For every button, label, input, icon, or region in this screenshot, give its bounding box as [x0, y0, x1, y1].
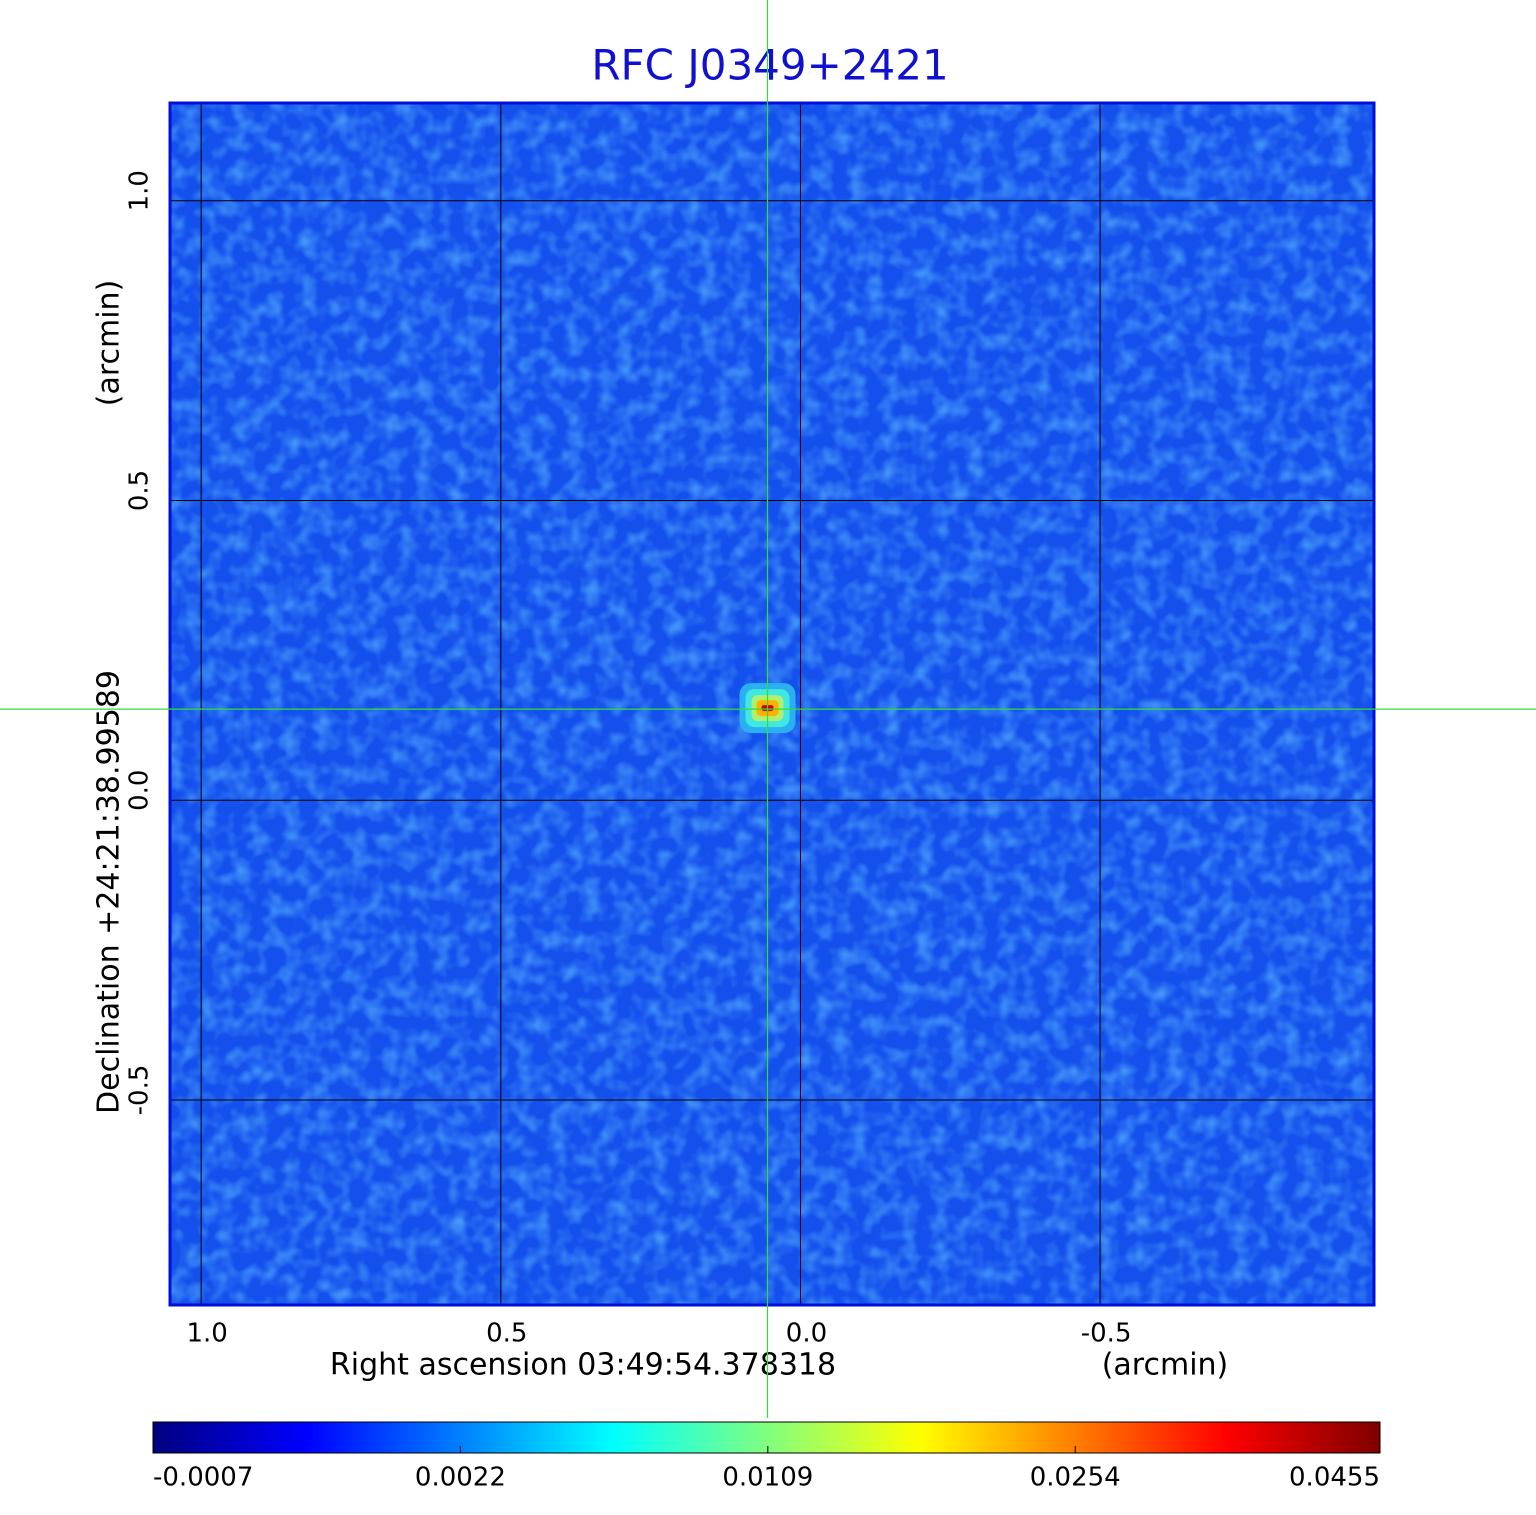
plot-frame: [168, 101, 1376, 1307]
colorbar-tick-label: 0.0022: [415, 1463, 506, 1493]
x-axis-label: Right ascension 03:49:54.378318: [330, 1348, 836, 1383]
y-axis-unit: (arcmin): [92, 280, 127, 407]
y-tick-label: -0.5: [125, 1065, 155, 1116]
y-tick-label: 0.0: [125, 770, 155, 811]
colorbar-tick-label: -0.0007: [153, 1463, 253, 1493]
colorbar-tick-label: 0.0455: [1289, 1463, 1380, 1493]
y-axis-label: Declination +24:21:38.99589: [92, 670, 127, 1114]
x-tick-label: 0.0: [786, 1319, 827, 1349]
x-tick-label: -0.5: [1081, 1319, 1132, 1349]
colorbar: [152, 1421, 1381, 1454]
colorbar-tick-label: 0.0109: [722, 1463, 813, 1493]
y-tick-label: 1.0: [125, 170, 155, 211]
x-tick-label: 0.5: [486, 1319, 527, 1349]
x-axis-unit: (arcmin): [1102, 1348, 1229, 1383]
colorbar-tick-label: 0.0254: [1030, 1463, 1121, 1493]
chart-title: RFC J0349+2421: [591, 41, 948, 90]
y-tick-label: 0.5: [125, 470, 155, 511]
x-tick-label: 1.0: [186, 1319, 227, 1349]
